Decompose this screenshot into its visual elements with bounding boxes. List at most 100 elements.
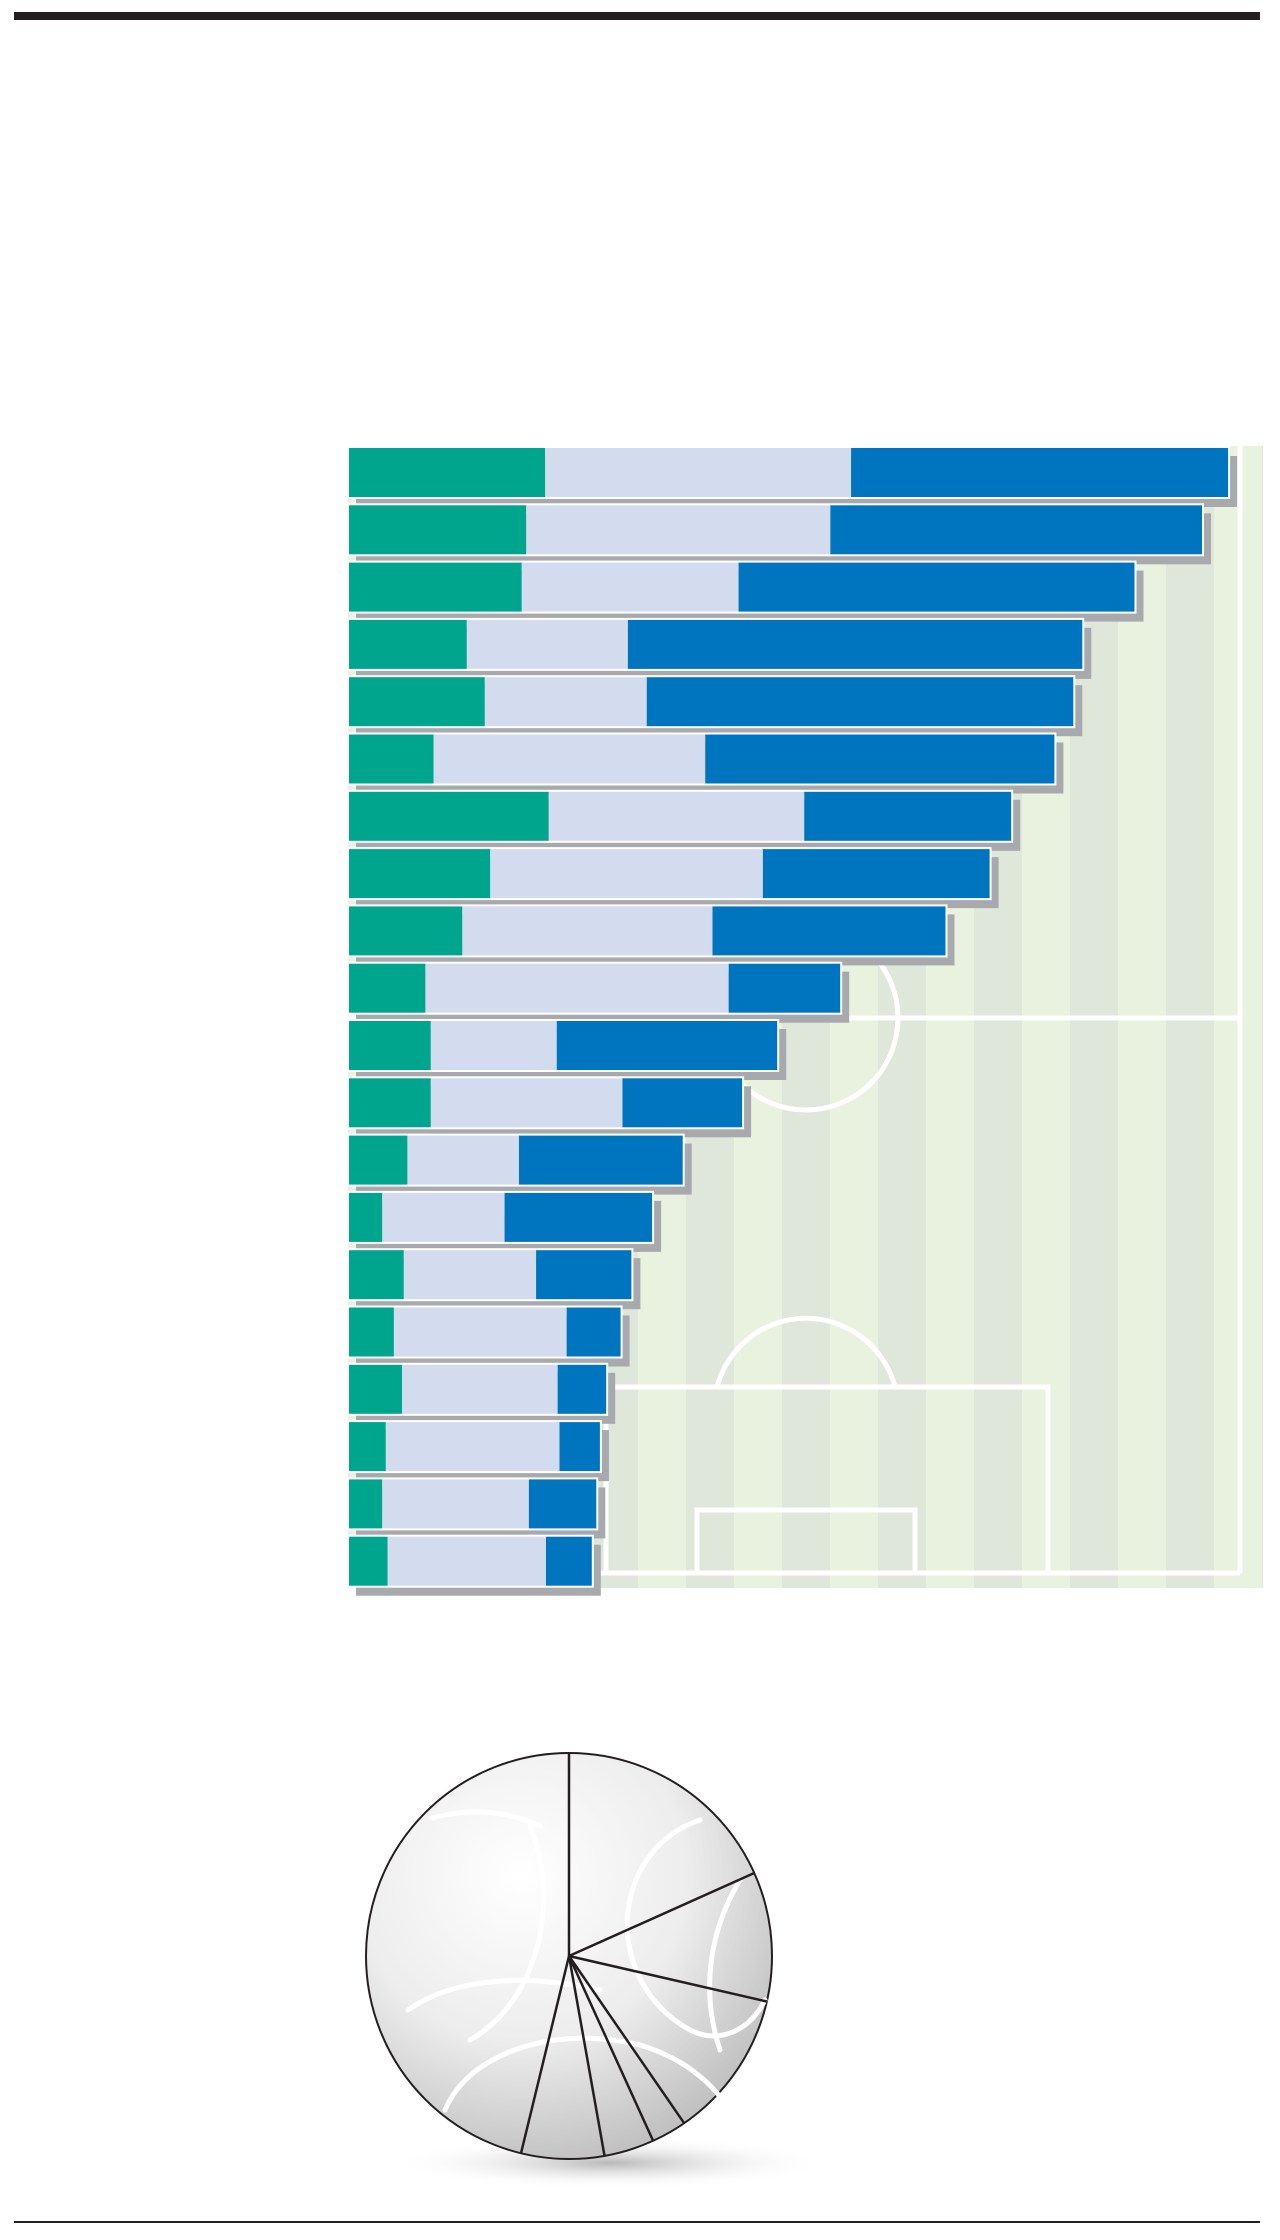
bar-row bbox=[347, 1248, 641, 1310]
bar-segment-3 bbox=[536, 1249, 633, 1301]
bar-segment-3 bbox=[738, 561, 1136, 613]
bar-segment-1 bbox=[348, 790, 549, 842]
ball-seam bbox=[467, 1823, 546, 2043]
bar-row bbox=[347, 503, 1211, 565]
bar-segment-1 bbox=[348, 504, 527, 556]
bar-segment-1 bbox=[348, 733, 434, 785]
bar-segment-3 bbox=[519, 1134, 684, 1186]
bar-segment-2 bbox=[430, 1077, 623, 1129]
bottom-rule bbox=[14, 2221, 1260, 2223]
bar-row bbox=[347, 961, 850, 1023]
bar-segment-2 bbox=[385, 1421, 560, 1473]
ball-seam bbox=[405, 1978, 603, 2013]
bar-outline bbox=[347, 1305, 623, 1359]
bar-segment-1 bbox=[348, 962, 426, 1014]
pie-divider bbox=[567, 1955, 686, 2124]
bar-row bbox=[347, 1362, 616, 1424]
bar-row bbox=[347, 789, 1021, 851]
bar-segment-2 bbox=[402, 1363, 558, 1415]
bar-segment-3 bbox=[804, 790, 1013, 842]
bar-segment-2 bbox=[521, 561, 739, 613]
bar-outline bbox=[347, 1190, 655, 1244]
bar-segment-3 bbox=[627, 618, 1084, 670]
bar-segment-1 bbox=[348, 1421, 386, 1473]
bar-segment-1 bbox=[348, 1478, 383, 1530]
bar-outline bbox=[347, 1133, 685, 1187]
bar-segment-3 bbox=[504, 1191, 654, 1243]
bar-segment-1 bbox=[348, 905, 463, 957]
bar-segment-2 bbox=[545, 447, 852, 498]
bar-segment-3 bbox=[557, 1363, 608, 1415]
bar-row bbox=[347, 560, 1144, 622]
bar-segment-1 bbox=[348, 1306, 394, 1358]
bar-row bbox=[347, 847, 999, 909]
ball-seam bbox=[429, 1809, 543, 1829]
bar-segment-2 bbox=[407, 1134, 519, 1186]
bar-segment-3 bbox=[622, 1077, 744, 1129]
bar-segment-3 bbox=[705, 733, 1056, 785]
bar-outline bbox=[347, 904, 948, 958]
stacked-bar-chart bbox=[347, 446, 1238, 1596]
bar-row bbox=[347, 1534, 601, 1596]
bar-segment-3 bbox=[546, 1535, 593, 1587]
bar-segment-3 bbox=[851, 447, 1230, 498]
bar-segment-2 bbox=[393, 1306, 567, 1358]
bar-segment-1 bbox=[348, 676, 485, 728]
pie-divider bbox=[567, 1955, 606, 2157]
bar-row bbox=[347, 1305, 630, 1367]
bar-segment-2 bbox=[526, 504, 831, 556]
bar-segment-2 bbox=[382, 1478, 529, 1530]
bar-segment-2 bbox=[548, 790, 805, 842]
bar-segment-1 bbox=[348, 447, 546, 498]
bar-segment-1 bbox=[348, 1077, 431, 1129]
ball-seam bbox=[624, 1817, 768, 2039]
bar-row bbox=[347, 1420, 609, 1482]
bar-segment-1 bbox=[348, 1249, 404, 1301]
bar-segment-3 bbox=[830, 504, 1203, 556]
bar-outline bbox=[347, 1534, 594, 1588]
bar-row bbox=[347, 446, 1238, 507]
bar-segment-2 bbox=[490, 848, 763, 900]
bar-segment-2 bbox=[382, 1191, 505, 1243]
bar-segment-1 bbox=[348, 1191, 383, 1243]
bar-segment-2 bbox=[466, 618, 628, 670]
top-rule bbox=[14, 12, 1260, 20]
bar-segment-3 bbox=[762, 848, 991, 900]
bar-segment-3 bbox=[566, 1306, 622, 1358]
bar-segment-3 bbox=[528, 1478, 598, 1530]
bar-row bbox=[347, 675, 1083, 737]
bar-segment-1 bbox=[348, 1134, 408, 1186]
bar-row bbox=[347, 617, 1092, 679]
bar-outline bbox=[347, 1019, 780, 1072]
ball-seam bbox=[442, 2035, 738, 2123]
bar-outline bbox=[347, 1248, 634, 1302]
bar-row bbox=[347, 732, 1064, 794]
bar-segment-2 bbox=[403, 1249, 537, 1301]
bar-row bbox=[347, 904, 955, 966]
bar-segment-1 bbox=[348, 1020, 431, 1071]
bar-outline bbox=[347, 847, 992, 901]
bar-segment-2 bbox=[462, 905, 713, 957]
pie-divider bbox=[567, 1955, 655, 2142]
bar-row bbox=[347, 1477, 606, 1539]
bar-row bbox=[347, 1190, 662, 1252]
bar-segment-3 bbox=[559, 1421, 601, 1473]
pitch-stripe bbox=[1262, 446, 1263, 1588]
bar-outline bbox=[347, 446, 1231, 499]
pitch-penalty-arc bbox=[714, 1315, 898, 1388]
bar-segment-3 bbox=[728, 962, 842, 1014]
bar-segment-1 bbox=[348, 618, 467, 670]
bar-outline bbox=[347, 1420, 602, 1474]
bar-segment-1 bbox=[348, 1535, 388, 1587]
bar-outline bbox=[347, 503, 1204, 557]
bar-segment-2 bbox=[387, 1535, 546, 1587]
bar-outline bbox=[347, 617, 1085, 671]
bar-outline bbox=[347, 1477, 599, 1531]
pie-divider bbox=[568, 1871, 755, 1958]
bar-outline bbox=[347, 732, 1057, 786]
ball-seam bbox=[707, 1877, 743, 2053]
bar-outline bbox=[347, 1076, 745, 1130]
bar-segment-2 bbox=[425, 962, 729, 1014]
bar-segment-2 bbox=[430, 1020, 557, 1071]
